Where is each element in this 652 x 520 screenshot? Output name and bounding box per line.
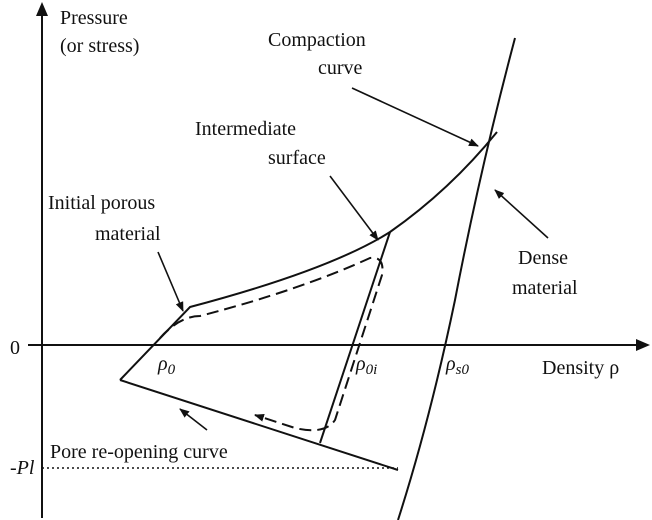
dense-curve xyxy=(397,37,516,520)
y-arrow xyxy=(36,2,48,16)
label: surface xyxy=(268,147,326,169)
arrow xyxy=(351,87,479,147)
compaction-curve xyxy=(119,131,498,381)
arrow xyxy=(494,189,549,239)
intermediate-line xyxy=(319,231,391,444)
arrow xyxy=(179,408,208,431)
label: curve xyxy=(318,57,363,79)
label: material xyxy=(512,277,578,299)
arrow xyxy=(157,251,184,312)
x-label: Density ρ xyxy=(542,357,619,379)
label: material xyxy=(95,223,161,245)
label: Intermediate xyxy=(195,118,296,140)
dashed-path xyxy=(159,256,384,432)
tension-label: -Pl xyxy=(10,457,35,479)
y-label: Pressure xyxy=(60,7,128,29)
x-arrow xyxy=(636,339,650,351)
label: Pore re-opening curve xyxy=(50,441,228,463)
density-mark: ρ0i xyxy=(355,353,377,378)
pore-line xyxy=(119,379,399,471)
y-label: (or stress) xyxy=(60,35,139,57)
label: Initial porous xyxy=(48,192,155,214)
label: Compaction xyxy=(268,29,366,51)
density-mark: ρs0 xyxy=(445,353,469,378)
label: Dense xyxy=(518,247,568,269)
origin: 0 xyxy=(10,337,20,359)
density-mark: ρ0 xyxy=(157,353,176,378)
arrow xyxy=(329,175,379,241)
